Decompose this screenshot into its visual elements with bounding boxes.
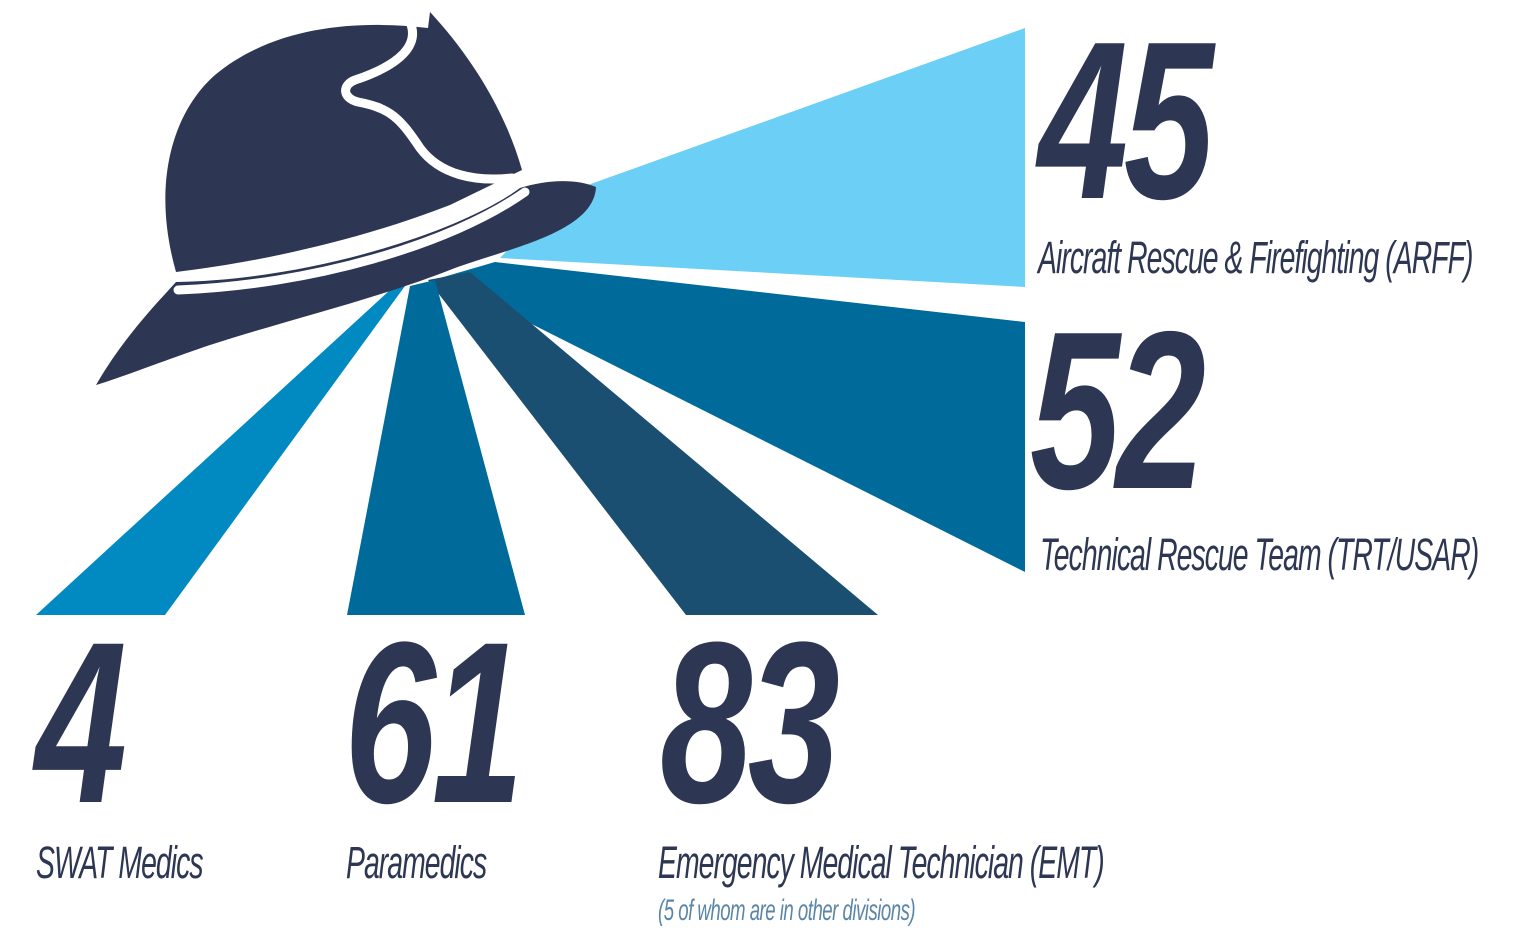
emt-ray: [428, 272, 878, 615]
trt-label: Technical Rescue Team (TRT/USAR): [1040, 529, 1479, 580]
arff-count: 45: [1038, 0, 1214, 246]
paramedics-label: Paramedics: [346, 837, 487, 888]
paramedics-ray: [347, 280, 525, 615]
arff-label: Aircraft Rescue & Firefighting (ARFF): [1038, 232, 1473, 283]
emt-count: 83: [660, 594, 840, 851]
swat-count: 4: [35, 594, 127, 851]
trt-count: 52: [1030, 284, 1206, 536]
emt-label: Emergency Medical Technician (EMT): [658, 837, 1105, 888]
trt-ray: [440, 262, 1025, 572]
firefighter-helmet-icon: [96, 12, 596, 385]
swat-ray: [36, 286, 405, 615]
arff-ray: [500, 28, 1025, 287]
swat-label: SWAT Medics: [36, 837, 204, 888]
emt-note: (5 of whom are in other divisions): [658, 894, 916, 927]
paramedics-count: 61: [344, 594, 524, 851]
